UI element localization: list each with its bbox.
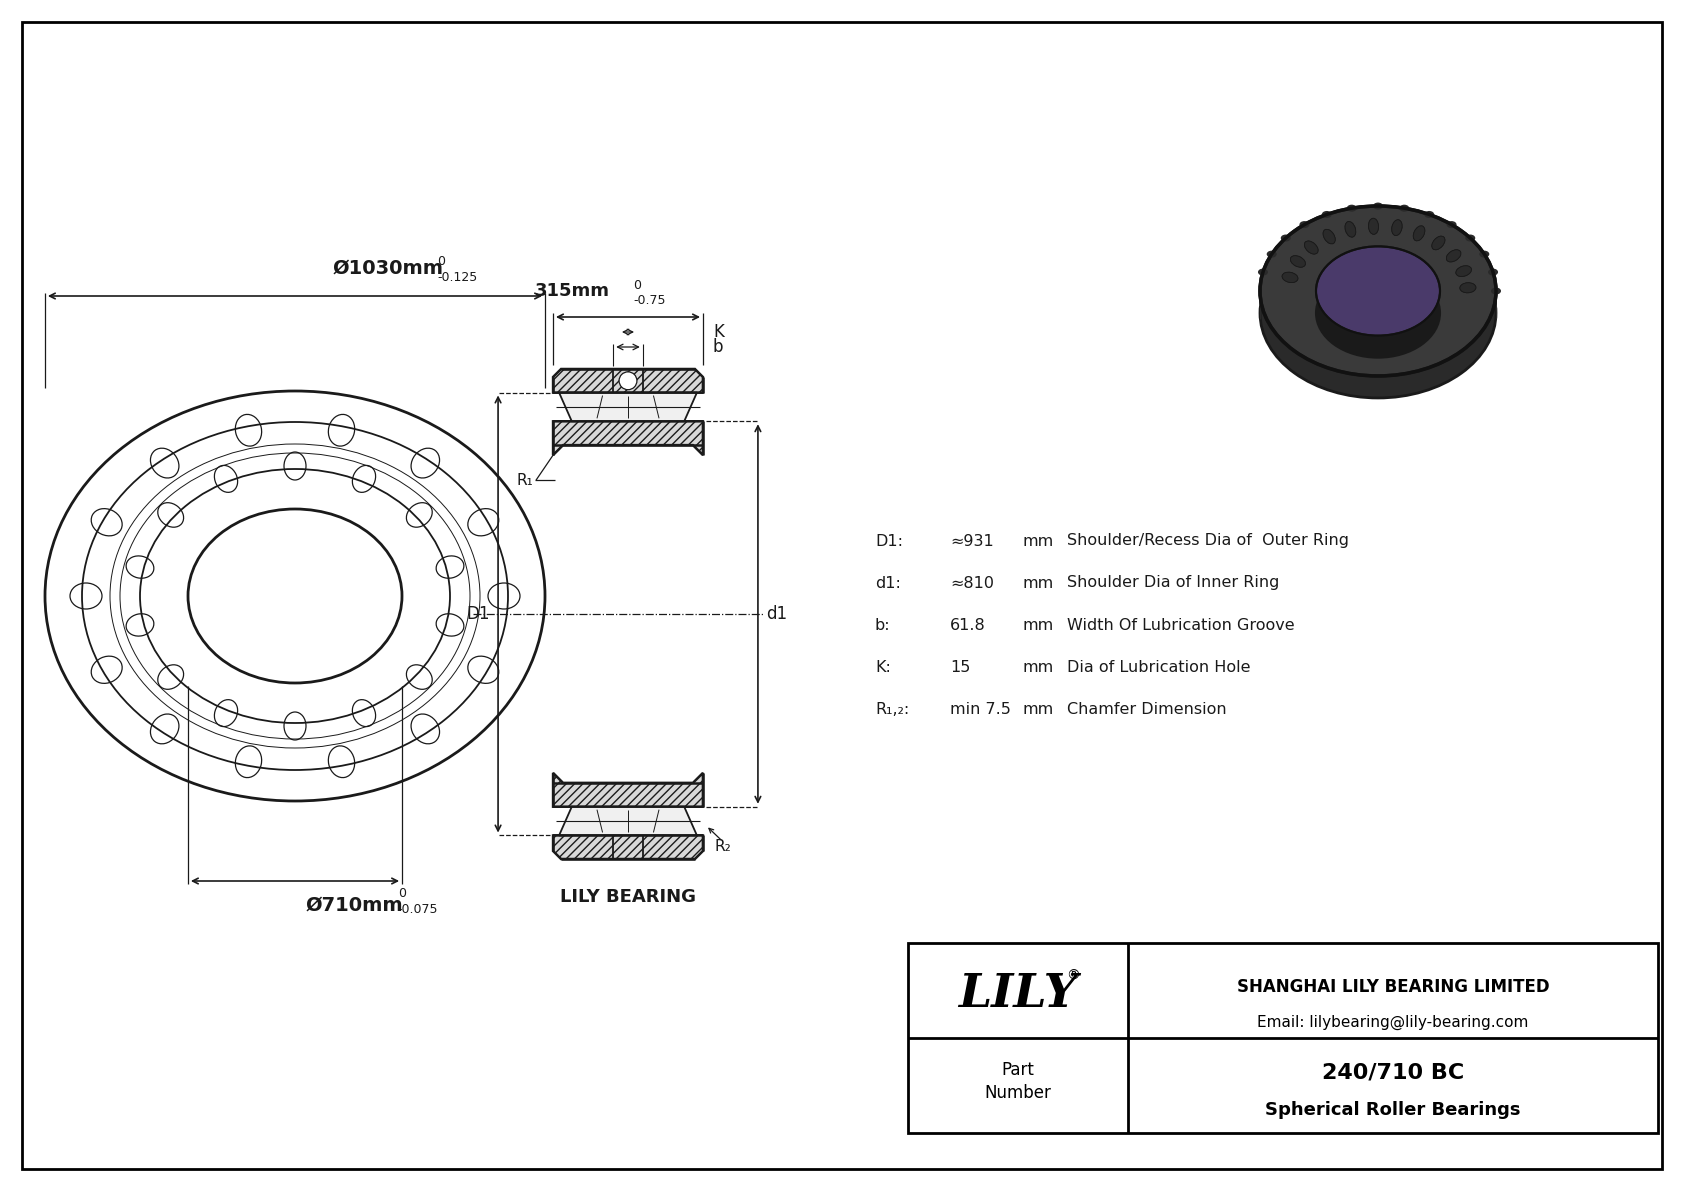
Ellipse shape [1457, 266, 1472, 276]
Ellipse shape [1391, 220, 1403, 236]
Ellipse shape [1369, 218, 1379, 235]
Ellipse shape [1315, 247, 1440, 336]
Ellipse shape [1369, 218, 1379, 235]
Ellipse shape [1391, 220, 1403, 236]
Ellipse shape [1447, 250, 1460, 262]
Text: Part
Number: Part Number [985, 1061, 1051, 1103]
Ellipse shape [1260, 206, 1495, 376]
Ellipse shape [1489, 269, 1499, 275]
Ellipse shape [1460, 282, 1475, 293]
Ellipse shape [1372, 202, 1383, 210]
Ellipse shape [1266, 250, 1276, 257]
Text: Ø1030mm: Ø1030mm [332, 258, 443, 278]
Ellipse shape [1315, 268, 1440, 357]
Text: D1:: D1: [876, 534, 903, 549]
Text: Email: lilybearing@lily-bearing.com: Email: lilybearing@lily-bearing.com [1258, 1015, 1529, 1030]
Text: mm: mm [1022, 701, 1054, 717]
Text: mm: mm [1022, 660, 1054, 674]
Ellipse shape [1282, 235, 1290, 242]
Text: -0.75: -0.75 [633, 294, 665, 307]
Ellipse shape [1413, 226, 1425, 241]
Text: d1:: d1: [876, 575, 901, 591]
Text: mm: mm [1022, 534, 1054, 549]
Text: Width Of Lubrication Groove: Width Of Lubrication Groove [1068, 617, 1295, 632]
Ellipse shape [1399, 205, 1410, 212]
Text: mm: mm [1022, 617, 1054, 632]
Text: 240/710 BC: 240/710 BC [1322, 1062, 1463, 1083]
Bar [908, 943, 1659, 1133]
Ellipse shape [1425, 211, 1435, 218]
Text: Ø710mm: Ø710mm [306, 896, 404, 915]
Ellipse shape [1282, 273, 1298, 282]
Ellipse shape [1282, 273, 1298, 282]
Text: Shoulder/Recess Dia of  Outer Ring: Shoulder/Recess Dia of Outer Ring [1068, 534, 1349, 549]
Ellipse shape [1413, 226, 1425, 241]
Text: D1: D1 [466, 605, 490, 623]
Ellipse shape [1324, 230, 1335, 244]
Text: Spherical Roller Bearings: Spherical Roller Bearings [1265, 1102, 1521, 1120]
Ellipse shape [1431, 236, 1445, 250]
Ellipse shape [1290, 256, 1305, 267]
Text: K: K [712, 323, 724, 341]
Ellipse shape [1322, 211, 1332, 218]
Polygon shape [552, 773, 702, 806]
Text: LILY: LILY [958, 972, 1078, 1017]
Text: R₂: R₂ [716, 840, 731, 854]
Ellipse shape [1346, 222, 1356, 237]
Text: -0.075: -0.075 [397, 903, 438, 916]
Text: mm: mm [1022, 575, 1054, 591]
Text: 0: 0 [633, 279, 642, 292]
Ellipse shape [1305, 241, 1319, 254]
Ellipse shape [1447, 250, 1460, 262]
Text: b:: b: [876, 617, 891, 632]
Text: b: b [712, 338, 724, 356]
Ellipse shape [1479, 250, 1489, 257]
Ellipse shape [1346, 222, 1356, 237]
Polygon shape [559, 393, 697, 422]
Text: min 7.5: min 7.5 [950, 701, 1010, 717]
Ellipse shape [1290, 256, 1305, 267]
Ellipse shape [1315, 247, 1440, 336]
Ellipse shape [1460, 282, 1475, 293]
Ellipse shape [1447, 222, 1457, 227]
Ellipse shape [1465, 235, 1475, 242]
Ellipse shape [1457, 266, 1472, 276]
Polygon shape [559, 806, 697, 835]
Ellipse shape [1490, 287, 1500, 294]
Text: Chamfer Dimension: Chamfer Dimension [1068, 701, 1226, 717]
Text: R₁,₂:: R₁,₂: [876, 701, 909, 717]
Text: 0: 0 [397, 887, 406, 900]
Text: SHANGHAI LILY BEARING LIMITED: SHANGHAI LILY BEARING LIMITED [1236, 978, 1549, 996]
Polygon shape [552, 422, 702, 455]
Text: 15: 15 [950, 660, 970, 674]
Text: d1: d1 [766, 605, 786, 623]
Ellipse shape [1305, 241, 1319, 254]
Polygon shape [552, 369, 702, 393]
Text: ®: ® [1066, 969, 1079, 984]
Text: 61.8: 61.8 [950, 617, 985, 632]
Text: 0: 0 [438, 255, 446, 268]
Text: LILY BEARING: LILY BEARING [561, 888, 695, 906]
Text: Dia of Lubrication Hole: Dia of Lubrication Hole [1068, 660, 1251, 674]
Ellipse shape [620, 372, 637, 389]
Ellipse shape [1260, 206, 1495, 376]
Ellipse shape [1431, 236, 1445, 250]
Text: ≈810: ≈810 [950, 575, 994, 591]
Text: ≈931: ≈931 [950, 534, 994, 549]
Ellipse shape [1347, 205, 1357, 212]
Text: K:: K: [876, 660, 891, 674]
Ellipse shape [1258, 269, 1268, 275]
Text: R₁: R₁ [517, 473, 534, 487]
Ellipse shape [1324, 230, 1335, 244]
Ellipse shape [1300, 222, 1310, 227]
Text: 315mm: 315mm [536, 282, 610, 300]
Polygon shape [552, 835, 702, 859]
Text: Shoulder Dia of Inner Ring: Shoulder Dia of Inner Ring [1068, 575, 1280, 591]
Ellipse shape [1260, 227, 1495, 398]
Text: -0.125: -0.125 [438, 272, 478, 283]
